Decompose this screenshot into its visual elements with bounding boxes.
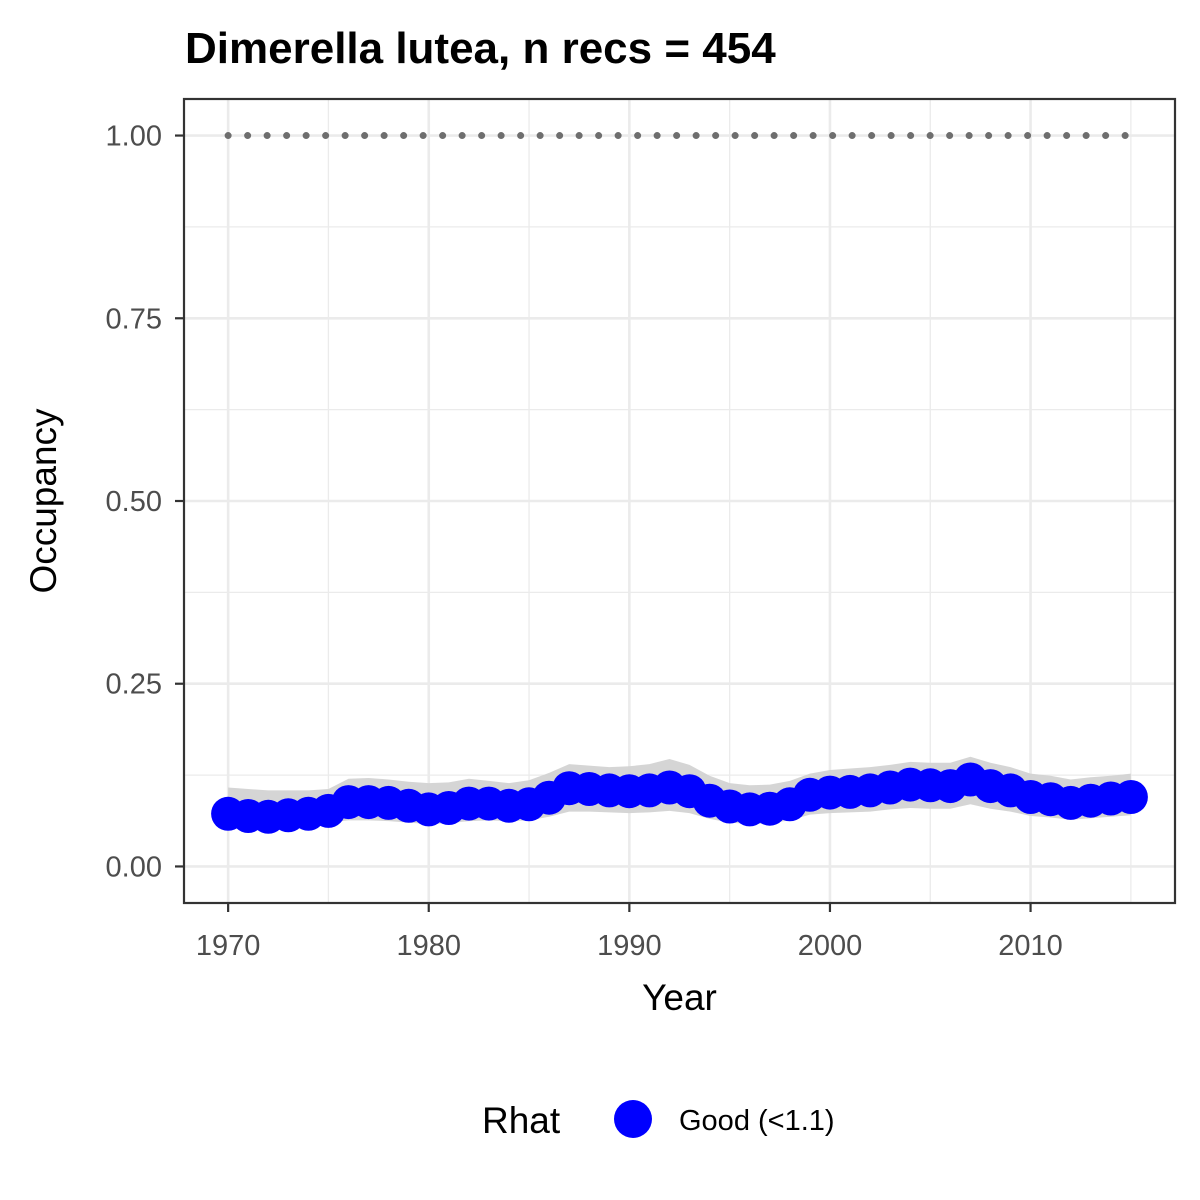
x-tick-label: 2000 bbox=[798, 930, 863, 962]
data-point bbox=[1113, 780, 1148, 814]
legend-label-good: Good (<1.1) bbox=[679, 1105, 835, 1137]
y-tick-label: 0.00 bbox=[106, 851, 162, 883]
x-tick-label: 1980 bbox=[396, 930, 461, 962]
x-tick-label: 1970 bbox=[196, 930, 261, 962]
legend-title: Rhat bbox=[482, 1100, 561, 1141]
x-axis-title: Year bbox=[642, 977, 717, 1018]
y-tick-label: 1.00 bbox=[106, 121, 162, 153]
chart-title: Dimerella lutea, n recs = 454 bbox=[185, 24, 776, 73]
series-points bbox=[211, 762, 1148, 834]
y-tick-label: 0.50 bbox=[106, 486, 162, 518]
y-axis-title: Occupancy bbox=[23, 408, 64, 594]
legend-key-good bbox=[614, 1100, 652, 1138]
x-tick-label: 2010 bbox=[998, 930, 1063, 962]
legend: Rhat Good (<1.1) bbox=[482, 1100, 835, 1141]
axes: 1970 1980 1990 2000 2010 0.00 0.25 0.50 0.75 1.00 bbox=[106, 121, 1063, 962]
y-tick-label: 0.25 bbox=[106, 669, 162, 701]
y-tick-label: 0.75 bbox=[106, 303, 162, 335]
x-tick-label: 1990 bbox=[597, 930, 662, 962]
